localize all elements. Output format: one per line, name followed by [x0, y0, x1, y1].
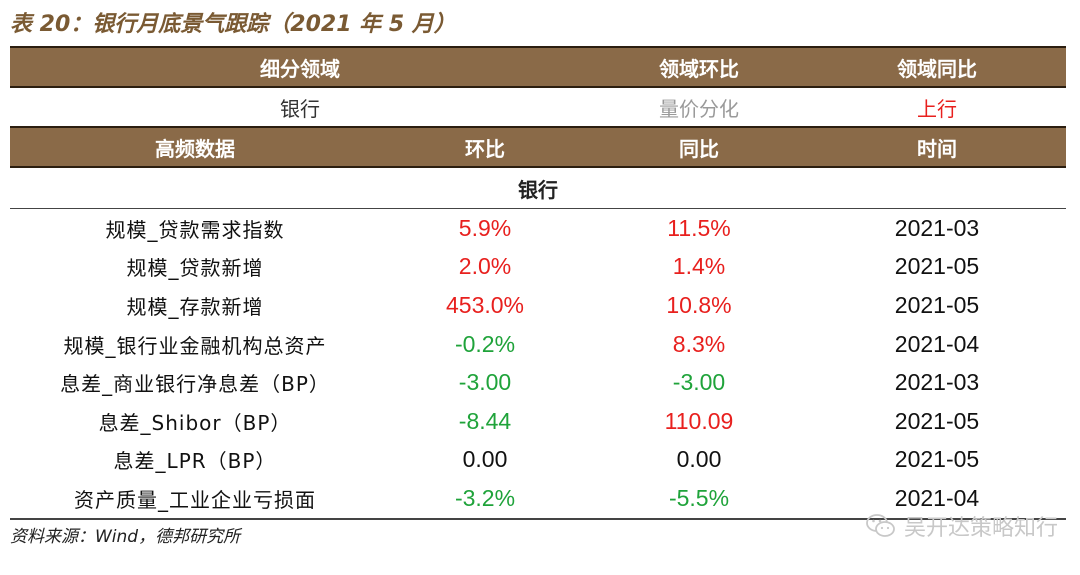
row-name: 息差_LPR（BP）: [113, 449, 277, 474]
row-mom: -3.2%: [380, 479, 590, 520]
row-mom: -0.2%: [454, 330, 516, 357]
row-yoy: 1.4%: [672, 253, 726, 280]
wechat-icon: [866, 513, 896, 539]
watermark: 吴开达策略知行: [866, 510, 1058, 542]
row-date: 2021-05: [894, 253, 980, 280]
row-date: 2021-03: [894, 214, 980, 241]
row-yoy: 11.5%: [667, 214, 731, 241]
table-row: 资产质量_工业企业亏损面 -3.2% -5.5% 2021-04: [10, 479, 1066, 520]
table-row: 规模_存款新增 453.0% 10.8% 2021-05: [10, 286, 1066, 325]
table-title: 表 20：银行月底景气跟踪（2021 年 5 月）: [10, 12, 456, 37]
row-name: 规模_贷款需求指数: [105, 217, 285, 242]
header-mom: 环比: [380, 126, 590, 168]
row-mom: 0.00: [462, 446, 508, 473]
summary-row: 银行 量价分化 上行: [10, 87, 1066, 128]
row-yoy: -5.5%: [590, 479, 808, 520]
header-indicator: 高频数据: [10, 126, 380, 168]
summary-mom: 量价分化: [590, 87, 808, 128]
row-yoy: 110.09: [664, 407, 734, 434]
row-name: 资产质量_工业企业亏损面: [10, 479, 380, 520]
top-header-row: 细分领域 领域环比 领域同比: [10, 46, 1066, 88]
row-name: 规模_存款新增: [126, 294, 264, 319]
summary-yoy: 上行: [808, 87, 1066, 128]
source-note: 资料来源：Wind，德邦研究所: [10, 527, 241, 547]
row-mom: -3.00: [458, 369, 512, 396]
header-segment-mom: 领域环比: [590, 46, 808, 88]
header-date: 时间: [808, 126, 1066, 168]
table-row: 规模_银行业金融机构总资产 -0.2% 8.3% 2021-04: [10, 325, 1066, 364]
data-header-row: 高频数据 环比 同比 时间: [10, 126, 1066, 168]
row-date: 2021-05: [894, 446, 980, 473]
header-segment-yoy: 领域同比: [808, 46, 1066, 88]
header-yoy: 同比: [590, 126, 808, 168]
row-name: 息差_Shibor（BP）: [98, 410, 292, 435]
row-date: 2021-05: [894, 291, 980, 318]
row-yoy: 10.8%: [666, 291, 732, 318]
section-row: 银行: [10, 167, 1066, 209]
table-row: 息差_Shibor（BP） -8.44 110.09 2021-05: [10, 402, 1066, 441]
summary-sector: 银行: [10, 87, 590, 128]
row-date: 2021-05: [894, 407, 980, 434]
row-name: 息差_商业银行净息差（BP）: [60, 372, 330, 397]
bank-tracking-table: 细分领域 领域环比 领域同比 银行 量价分化 上行 高频数据 环比 同比 时间 …: [10, 46, 1066, 520]
row-date: 2021-03: [894, 369, 980, 396]
row-yoy: -3.00: [672, 369, 726, 396]
row-yoy: 8.3%: [672, 330, 726, 357]
table-row: 息差_LPR（BP） 0.00 0.00 2021-05: [10, 441, 1066, 480]
row-mom: -8.44: [458, 407, 512, 434]
row-mom: 2.0%: [458, 253, 512, 280]
row-name: 规模_银行业金融机构总资产: [63, 333, 327, 358]
row-mom: 453.0%: [445, 291, 524, 318]
row-yoy: 0.00: [676, 446, 722, 473]
row-name: 规模_贷款新增: [126, 256, 264, 281]
table-row: 规模_贷款新增 2.0% 1.4% 2021-05: [10, 248, 1066, 287]
table-row: 息差_商业银行净息差（BP） -3.00 -3.00 2021-03: [10, 363, 1066, 402]
section-label: 银行: [10, 167, 1066, 209]
row-mom: 5.9%: [458, 214, 512, 241]
table-row: 规模_贷款需求指数 5.9% 11.5% 2021-03: [10, 209, 1066, 248]
watermark-text: 吴开达策略知行: [903, 516, 1058, 541]
header-segment: 细分领域: [10, 46, 590, 88]
row-date: 2021-04: [894, 330, 980, 357]
row-date: 2021-04: [808, 479, 1066, 520]
